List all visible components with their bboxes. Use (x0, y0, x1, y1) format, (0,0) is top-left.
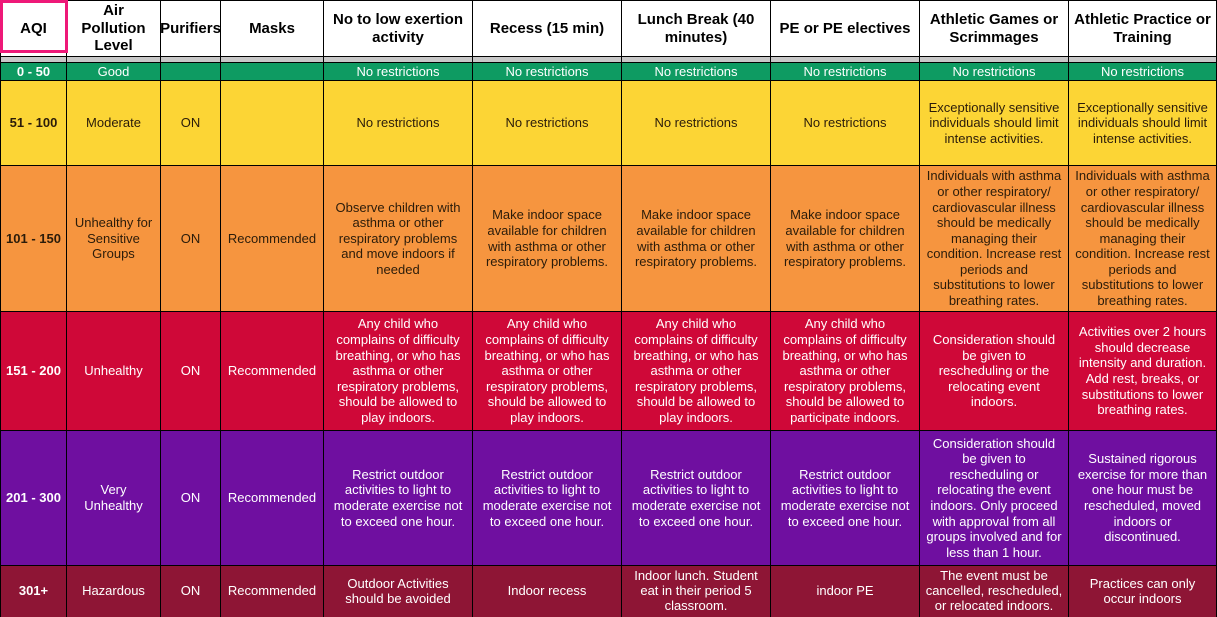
table-cell: 151 - 200 (1, 312, 66, 430)
separator-segment (622, 57, 770, 62)
table-cell (161, 63, 220, 80)
table-cell: No restrictions (771, 81, 919, 165)
table-cell: ON (161, 431, 220, 565)
table-cell: Recommended (221, 312, 323, 430)
table-cell (221, 81, 323, 165)
table-cell: 201 - 300 (1, 431, 66, 565)
table-cell: indoor PE (771, 566, 919, 617)
table-cell: No restrictions (622, 81, 770, 165)
table-cell: Make indoor space available for children… (473, 166, 621, 311)
table-cell: Recommended (221, 166, 323, 311)
table-cell: No restrictions (324, 81, 472, 165)
table-cell: 101 - 150 (1, 166, 66, 311)
table-cell: Any child who complains of difficulty br… (473, 312, 621, 430)
table-cell: Consideration should be given to resched… (920, 312, 1068, 430)
table-cell: Make indoor space available for children… (771, 166, 919, 311)
table-cell: Individuals with asthma or other respira… (1069, 166, 1216, 311)
table-cell: No restrictions (473, 81, 621, 165)
table-cell: Exceptionally sensitive individuals shou… (1069, 81, 1216, 165)
table-cell: No restrictions (324, 63, 472, 80)
table-cell: Good (67, 63, 160, 80)
table-cell: Outdoor Activities should be avoided (324, 566, 472, 617)
table-cell: Observe children with asthma or other re… (324, 166, 472, 311)
header-no-to-low-exertion: No to low exertion activity (324, 1, 472, 56)
separator-segment (161, 57, 220, 62)
table-cell: ON (161, 81, 220, 165)
table-cell: Any child who complains of difficulty br… (622, 312, 770, 430)
separator-segment (473, 57, 621, 62)
table-cell: No restrictions (473, 63, 621, 80)
separator-segment (771, 57, 919, 62)
table-cell: Indoor lunch. Student eat in their perio… (622, 566, 770, 617)
header-aqi: AQI (1, 1, 66, 56)
table-cell: Consideration should be given to resched… (920, 431, 1068, 565)
separator-segment (324, 57, 472, 62)
table-cell: ON (161, 166, 220, 311)
table-cell: No restrictions (920, 63, 1068, 80)
separator-segment (920, 57, 1068, 62)
table-cell: 51 - 100 (1, 81, 66, 165)
header-athletic-games: Athletic Games or Scrimmages (920, 1, 1068, 56)
table-cell: Unhealthy (67, 312, 160, 430)
table-cell: Sustained rigorous exercise for more tha… (1069, 431, 1216, 565)
table-cell: Unhealthy for Sensitive Groups (67, 166, 160, 311)
separator-segment (67, 57, 160, 62)
table-cell: No restrictions (622, 63, 770, 80)
table-cell: 301+ (1, 566, 66, 617)
table-cell: Exceptionally sensitive individuals shou… (920, 81, 1068, 165)
header-pe-electives: PE or PE electives (771, 1, 919, 56)
table-cell: Practices can only occur indoors (1069, 566, 1216, 617)
table-cell (221, 63, 323, 80)
table-cell: Recommended (221, 566, 323, 617)
table-cell: Hazardous (67, 566, 160, 617)
separator-segment (1069, 57, 1216, 62)
header-athletic-practice: Athletic Practice or Training (1069, 1, 1216, 56)
table-cell: ON (161, 312, 220, 430)
table-cell: Very Unhealthy (67, 431, 160, 565)
separator-segment (221, 57, 323, 62)
header-air-pollution-level: Air Pollution Level (67, 1, 160, 56)
table-cell: Restrict outdoor activities to light to … (771, 431, 919, 565)
table-cell: Restrict outdoor activities to light to … (622, 431, 770, 565)
table-cell: Restrict outdoor activities to light to … (473, 431, 621, 565)
table-cell: Any child who complains of difficulty br… (324, 312, 472, 430)
table-cell: 0 - 50 (1, 63, 66, 80)
table-cell: The event must be cancelled, rescheduled… (920, 566, 1068, 617)
header-recess: Recess (15 min) (473, 1, 621, 56)
table-cell: Individuals with asthma or other respira… (920, 166, 1068, 311)
table-cell: Any child who complains of difficulty br… (771, 312, 919, 430)
header-masks: Masks (221, 1, 323, 56)
table-cell: No restrictions (771, 63, 919, 80)
table-cell: Restrict outdoor activities to light to … (324, 431, 472, 565)
table-cell: ON (161, 566, 220, 617)
header-purifiers: Purifiers (161, 1, 220, 56)
table-cell: Activities over 2 hours should decrease … (1069, 312, 1216, 430)
separator-segment (1, 57, 66, 62)
table-cell: Recommended (221, 431, 323, 565)
header-lunch-break: Lunch Break (40 minutes) (622, 1, 770, 56)
table-cell: No restrictions (1069, 63, 1216, 80)
table-cell: Make indoor space available for children… (622, 166, 770, 311)
table-cell: Indoor recess (473, 566, 621, 617)
table-cell: Moderate (67, 81, 160, 165)
